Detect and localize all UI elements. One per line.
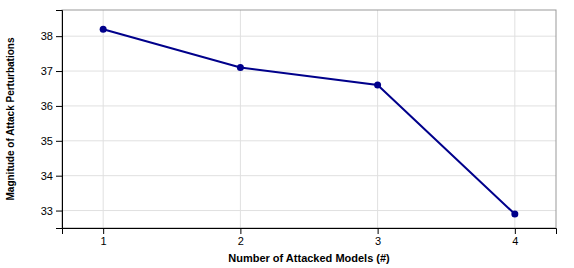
tick: 35 <box>41 135 62 147</box>
tick-mark <box>515 228 516 234</box>
tick: 4 <box>512 228 518 247</box>
point <box>374 81 381 88</box>
tick-label: 35 <box>41 135 53 147</box>
grid-line <box>62 36 556 37</box>
axis-line <box>56 11 63 229</box>
tick-label: 1 <box>101 235 107 247</box>
tick-mark <box>56 176 62 177</box>
tick-mark <box>56 141 62 142</box>
grid-line <box>62 210 556 211</box>
tick: 33 <box>41 205 62 217</box>
y-axis-title: Magnitude of Attack Perturbations <box>5 37 16 200</box>
y-axis: 33 34 35 36 37 38 <box>41 11 63 229</box>
plot: 1234333435363738 <box>41 10 557 247</box>
tick-label: 34 <box>41 170 53 182</box>
tick-mark <box>378 228 379 234</box>
grid-line <box>103 10 104 228</box>
tick-mark <box>56 71 62 72</box>
series <box>100 26 519 218</box>
tick: 38 <box>41 30 62 42</box>
tick-label: 4 <box>512 235 518 247</box>
tick-label: 2 <box>238 235 244 247</box>
chart: 1234333435363738Number of Attacked Model… <box>0 0 574 268</box>
tick: 34 <box>41 170 62 182</box>
grid-line <box>240 10 241 228</box>
tick-label: 3 <box>375 235 381 247</box>
grid <box>62 10 556 228</box>
tick-mark <box>56 36 62 37</box>
tick-label: 36 <box>41 100 53 112</box>
plot-frame <box>62 10 556 228</box>
point <box>511 211 518 218</box>
tick-mark <box>56 106 62 107</box>
tick-label: 38 <box>41 30 53 42</box>
x-axis-title: Number of Attacked Models (#) <box>228 252 390 264</box>
tick-mark <box>103 228 104 234</box>
tick-label: 33 <box>41 205 53 217</box>
x-axis: 1 2 3 4 <box>63 228 557 247</box>
point <box>100 26 107 33</box>
tick-mark <box>240 228 241 234</box>
tick-mark <box>56 211 62 212</box>
tick: 2 <box>238 228 244 247</box>
tick: 36 <box>41 100 62 112</box>
grid-line <box>62 71 556 72</box>
tick: 3 <box>375 228 381 247</box>
grid-line <box>62 105 556 106</box>
grid-line <box>62 140 556 141</box>
tick: 37 <box>41 65 62 77</box>
grid-line <box>62 175 556 176</box>
axis-line <box>63 229 557 235</box>
point <box>237 64 244 71</box>
grid-line <box>514 10 515 228</box>
tick: 1 <box>101 228 107 247</box>
grid-line <box>377 10 378 228</box>
tick-label: 37 <box>41 65 53 77</box>
line <box>103 29 515 214</box>
